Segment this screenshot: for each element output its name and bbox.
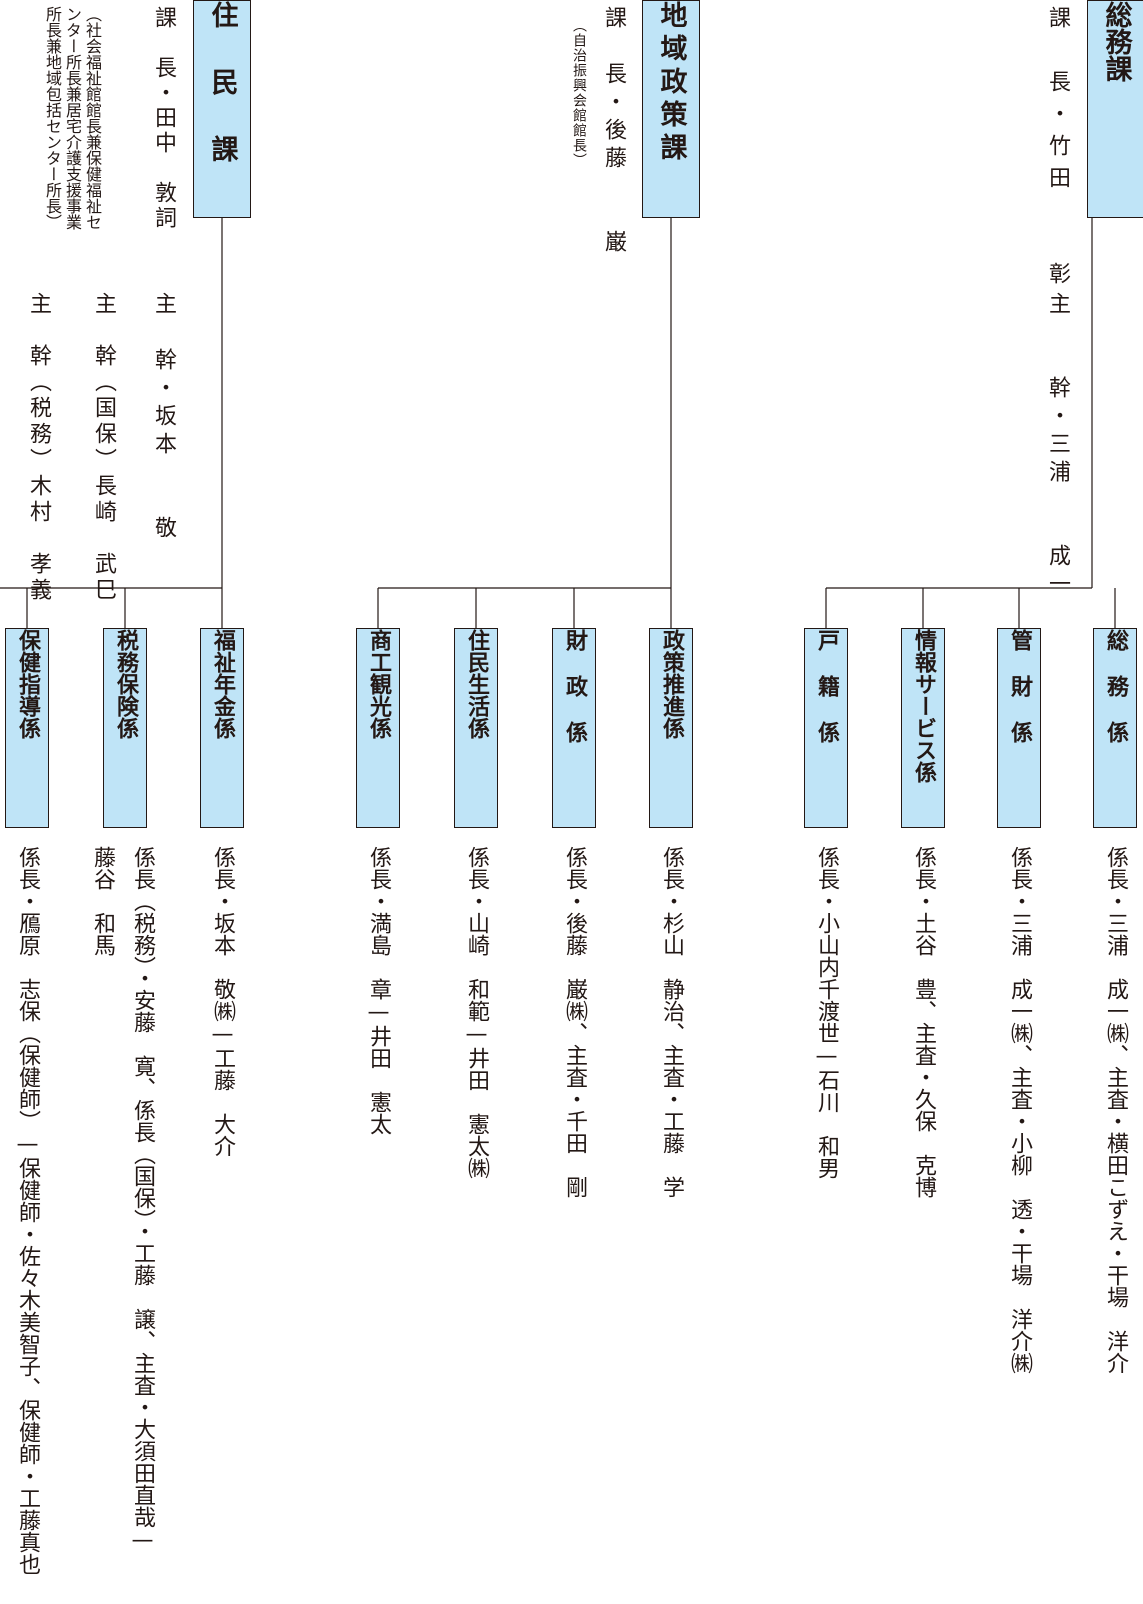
section-staff-seisaku: 係長・杉山 静治、主査・工藤 学 [659, 846, 684, 1198]
section-staff-jumin-seikatsu: 係長・山崎 和範—井田 憲太㈱ [464, 846, 489, 1179]
section-box-jumin-seikatsu: 住民生活係 [454, 628, 498, 828]
section-title-kanzai: 管財係 [1007, 629, 1032, 767]
dept-sub-jumin-3: 主 幹（税務）木村 孝義 [26, 292, 51, 604]
dept-box-somu: 総務課 [1087, 0, 1143, 218]
section-title-jumin-seikatsu: 住民生活係 [464, 629, 489, 739]
section-staff-somu: 係長・三浦 成一㈱、主査・横田こずえ・干場 洋介 [1103, 846, 1128, 1374]
section-title-koseki: 戸籍係 [814, 629, 839, 767]
dept-sub-jumin-2: 主 幹（国保）長崎 武巳 [91, 292, 116, 604]
section-staff-joho: 係長・土谷 豊、主査・久保 克博 [911, 846, 936, 1198]
dept-title-somu: 総務課 [1100, 1, 1132, 82]
section-box-fukushi: 福祉年金係 [200, 628, 244, 828]
section-staff-hoken: 係長・鴈原 志保（保健師）—保健師・佐々木美智子、保健師・工藤真也 [15, 846, 40, 1575]
section-title-somu: 総務係 [1103, 629, 1128, 767]
section-box-somu: 総務係 [1093, 628, 1137, 828]
section-staff-koseki: 係長・小山内千渡世—石川 和男 [814, 846, 839, 1179]
section-box-zeimu: 税務保険係 [103, 628, 147, 828]
section-title-hoken: 保健指導係 [15, 629, 40, 739]
section-title-joho: 情報サービス係 [911, 629, 936, 783]
section-title-seisaku: 政策推進係 [659, 629, 684, 739]
section-staff-kanzai: 係長・三浦 成一㈱、主査・小柳 透・干場 洋介㈱ [1007, 846, 1032, 1374]
section-staff-shoko: 係長・満島 章—井田 憲太 [366, 846, 391, 1135]
dept-box-jumin: 住民課 [193, 0, 251, 218]
section-box-shoko: 商工観光係 [356, 628, 400, 828]
dept-title-chiiki: 地域政策課 [655, 1, 687, 166]
section-box-hoken: 保健指導係 [5, 628, 49, 828]
section-box-seisaku: 政策推進係 [649, 628, 693, 828]
section-title-zeimu: 税務保険係 [113, 629, 138, 739]
section-title-shoko: 商工観光係 [366, 629, 391, 739]
dept-box-chiiki: 地域政策課 [642, 0, 700, 218]
dept-sub-jumin-note: （社会福祉館館長兼保健福祉センター所長兼居宅介護支援事業所長兼地域包括センター所… [43, 6, 102, 230]
section-box-joho: 情報サービス係 [901, 628, 945, 828]
section-staff-zaisei: 係長・後藤 巌㈱、主査・千田 剛 [562, 846, 587, 1198]
dept-head-jumin: 課 長・田中 敦詞 [151, 6, 176, 231]
section-title-fukushi: 福祉年金係 [210, 629, 235, 739]
section-box-koseki: 戸籍係 [804, 628, 848, 828]
dept-head-somu: 課 長・竹田 彰 [1045, 6, 1070, 294]
dept-title-jumin: 住民課 [206, 1, 238, 202]
section-box-kanzai: 管財係 [997, 628, 1041, 828]
section-staff-fukushi: 係長・坂本 敬㈱—工藤 大介 [210, 846, 235, 1157]
section-title-zaisei: 財政係 [562, 629, 587, 767]
section-box-zaisei: 財政係 [552, 628, 596, 828]
dept-sub-chiiki: （自治振興会館館長） [571, 18, 587, 168]
dept-sub-jumin-1: 主 幹・坂本 敬 [151, 292, 176, 544]
dept-sub-somu: 主 幹・三浦 成一 [1045, 292, 1070, 600]
dept-head-chiiki: 課 長・後藤 巌 [601, 6, 626, 258]
section-staff-zeimu: 係長（税務）・安藤 寛、係長（国保）・工藤 譲、主査・大須田直哉—藤谷 和馬 [90, 846, 155, 1553]
